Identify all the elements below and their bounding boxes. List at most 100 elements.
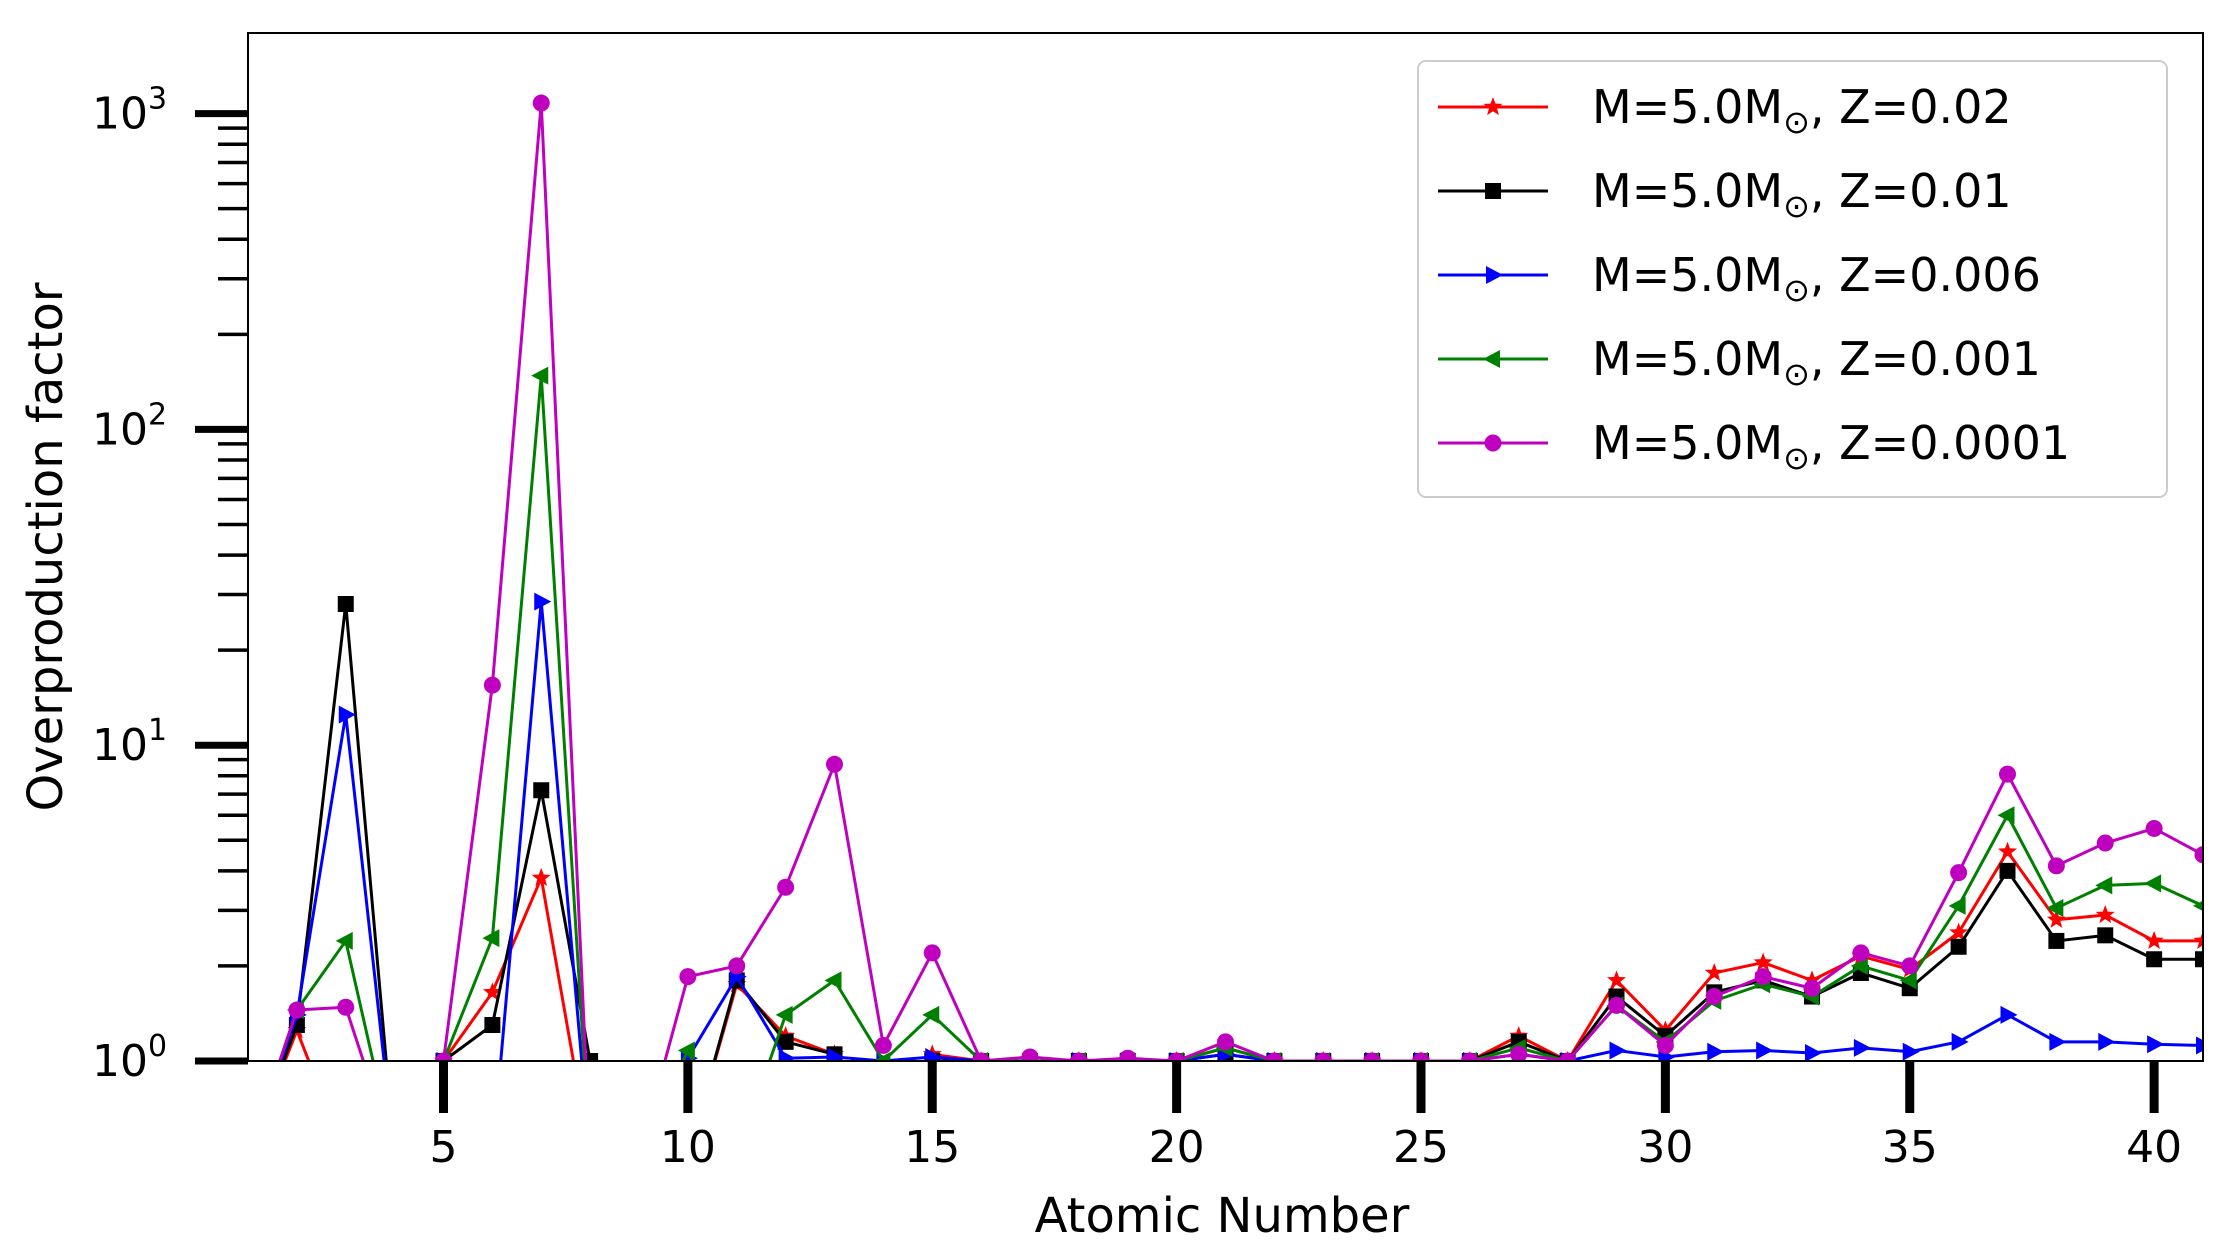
data-point bbox=[532, 94, 550, 112]
legend-label: M=5.0M⊙, Z=0.006 bbox=[1592, 248, 2041, 309]
data-point bbox=[582, 1053, 599, 1061]
data-point bbox=[1461, 1052, 1479, 1061]
legend-entry: M=5.0M⊙, Z=0.006 bbox=[1438, 248, 2041, 309]
data-point bbox=[826, 755, 843, 773]
data-point bbox=[2000, 1005, 2018, 1024]
data-point bbox=[1805, 1044, 1822, 1061]
legend-entry: M=5.0M⊙, Z=0.001 bbox=[1438, 332, 2041, 393]
data-point bbox=[1707, 1042, 1725, 1061]
legend-marker bbox=[1483, 350, 1500, 368]
data-point bbox=[778, 1049, 796, 1061]
legend-marker bbox=[1484, 434, 1502, 452]
data-point bbox=[777, 878, 795, 896]
legend: M=5.0M⊙, Z=0.02 M=5.0M⊙, Z=0.01 M=5.0M⊙, Z… bbox=[1417, 60, 2168, 498]
data-point bbox=[482, 982, 502, 1001]
y-axis-label: Overproduction factor bbox=[18, 282, 74, 811]
data-point bbox=[483, 676, 501, 694]
data-point bbox=[1656, 1036, 1674, 1054]
data-point bbox=[1119, 1049, 1137, 1061]
data-point bbox=[2048, 932, 2065, 949]
data-point bbox=[435, 1052, 452, 1061]
data-point bbox=[1217, 1033, 1234, 1051]
x-axis-label: Atomic Number bbox=[1035, 1188, 1410, 1244]
legend-label: M=5.0M⊙, Z=0.01 bbox=[1592, 164, 2012, 225]
data-point bbox=[1950, 864, 1968, 882]
y-tick-label: 101 bbox=[92, 713, 167, 771]
x-tick-label: 40 bbox=[2126, 1122, 2182, 1173]
data-point bbox=[2196, 1036, 2203, 1055]
data-point bbox=[1608, 996, 1625, 1014]
series-layer bbox=[278, 94, 2203, 1061]
data-point bbox=[1803, 979, 1821, 997]
data-point bbox=[337, 595, 354, 612]
data-point bbox=[2147, 1035, 2165, 1054]
legend-marker bbox=[1483, 97, 1503, 116]
legend-label: M=5.0M⊙, Z=0.001 bbox=[1592, 332, 2041, 393]
data-point bbox=[1559, 1052, 1577, 1061]
data-point bbox=[1265, 1052, 1283, 1061]
data-point bbox=[2194, 846, 2203, 864]
data-point bbox=[1705, 988, 1723, 1006]
x-tick-label: 35 bbox=[1882, 1122, 1938, 1173]
axes-layer: 5 10 15 20 25 30 35 40 100 101 102 103 bbox=[92, 82, 2182, 1173]
data-point bbox=[922, 1005, 940, 1024]
legend-entry: M=5.0M⊙, Z=0.02 bbox=[1438, 80, 2012, 141]
legend-label: M=5.0M⊙, Z=0.0001 bbox=[1592, 416, 2070, 477]
legend-entry: M=5.0M⊙, Z=0.0001 bbox=[1438, 416, 2070, 477]
data-point bbox=[1363, 1052, 1381, 1061]
data-point bbox=[482, 929, 500, 948]
data-point bbox=[1070, 1052, 1088, 1061]
data-point bbox=[1412, 1052, 1430, 1061]
data-point bbox=[1510, 1045, 1528, 1061]
data-point bbox=[827, 1047, 845, 1061]
data-point bbox=[1853, 1038, 1871, 1057]
data-point bbox=[2145, 819, 2163, 837]
data-point bbox=[777, 1033, 794, 1050]
data-point bbox=[2046, 909, 2066, 928]
legend-marker bbox=[1485, 183, 1501, 199]
y-tick-label: 103 bbox=[92, 82, 167, 140]
legend-box bbox=[1417, 60, 2168, 498]
data-point bbox=[2144, 930, 2164, 950]
data-point bbox=[728, 957, 746, 975]
legend-label: M=5.0M⊙, Z=0.02 bbox=[1592, 80, 2012, 141]
data-point bbox=[533, 782, 550, 799]
data-point bbox=[1852, 944, 1870, 962]
data-point bbox=[1704, 962, 1724, 982]
data-point bbox=[2193, 900, 2203, 912]
data-point bbox=[1902, 1042, 1920, 1061]
data-point bbox=[1021, 1048, 1039, 1061]
data-point bbox=[972, 1052, 990, 1061]
data-point bbox=[1948, 896, 1966, 915]
data-point bbox=[1314, 1052, 1332, 1061]
data-point bbox=[1753, 952, 1773, 971]
data-point bbox=[1899, 971, 1917, 990]
data-point bbox=[335, 931, 353, 950]
legend-marker bbox=[1486, 266, 1503, 284]
data-point bbox=[531, 867, 551, 886]
data-point bbox=[1999, 765, 2016, 783]
data-point bbox=[1606, 970, 1627, 989]
data-point bbox=[1850, 956, 1868, 975]
data-point bbox=[1950, 938, 1967, 955]
data-point bbox=[1901, 957, 1919, 975]
data-point bbox=[2046, 899, 2064, 918]
data-point bbox=[873, 1052, 891, 1061]
x-tick-label: 15 bbox=[904, 1122, 960, 1173]
data-point bbox=[337, 998, 355, 1016]
data-point bbox=[2097, 927, 2114, 944]
data-point bbox=[677, 1041, 695, 1060]
data-point bbox=[1997, 806, 2015, 825]
data-point bbox=[534, 592, 552, 611]
x-tick-label: 20 bbox=[1149, 1122, 1205, 1173]
data-point bbox=[1999, 862, 2016, 879]
data-point bbox=[1754, 968, 1772, 986]
data-point bbox=[2095, 904, 2115, 924]
data-point bbox=[2193, 930, 2203, 950]
x-tick-label: 10 bbox=[660, 1122, 716, 1173]
data-point bbox=[338, 705, 356, 724]
data-point bbox=[2144, 874, 2162, 893]
data-point bbox=[288, 1001, 306, 1019]
x-tick-label: 5 bbox=[430, 1122, 458, 1173]
